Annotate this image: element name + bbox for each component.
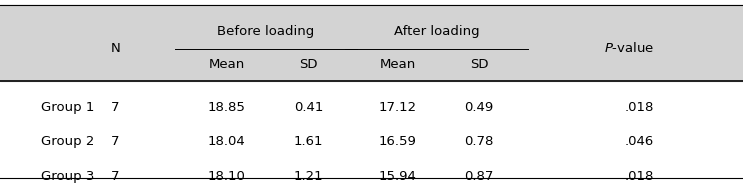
Text: 1.61: 1.61: [293, 135, 323, 148]
Text: N: N: [110, 42, 120, 55]
Text: .018: .018: [624, 170, 654, 183]
Text: 18.04: 18.04: [208, 135, 245, 148]
Text: 17.12: 17.12: [378, 100, 417, 114]
Text: 18.85: 18.85: [208, 100, 245, 114]
Text: 16.59: 16.59: [379, 135, 416, 148]
Text: Group 1: Group 1: [41, 100, 94, 114]
Text: $\it{P}$-value: $\it{P}$-value: [603, 42, 654, 55]
Text: 7: 7: [111, 100, 120, 114]
Text: 0.78: 0.78: [464, 135, 494, 148]
Text: Before loading: Before loading: [218, 25, 314, 38]
Text: SD: SD: [299, 58, 317, 72]
Text: 7: 7: [111, 135, 120, 148]
Text: 0.49: 0.49: [464, 100, 494, 114]
Bar: [0, 5, 743, 81]
Text: Group 3: Group 3: [41, 170, 94, 183]
Text: 0.87: 0.87: [464, 170, 494, 183]
Text: 15.94: 15.94: [379, 170, 416, 183]
Text: 0.41: 0.41: [293, 100, 323, 114]
Text: Mean: Mean: [209, 58, 244, 72]
Text: SD: SD: [470, 58, 488, 72]
Text: .018: .018: [624, 100, 654, 114]
Text: .046: .046: [625, 135, 654, 148]
Text: Mean: Mean: [380, 58, 415, 72]
Text: 1.21: 1.21: [293, 170, 323, 183]
Text: Group 2: Group 2: [41, 135, 94, 148]
Text: 7: 7: [111, 170, 120, 183]
Text: 18.10: 18.10: [208, 170, 245, 183]
Text: After loading: After loading: [394, 25, 480, 38]
